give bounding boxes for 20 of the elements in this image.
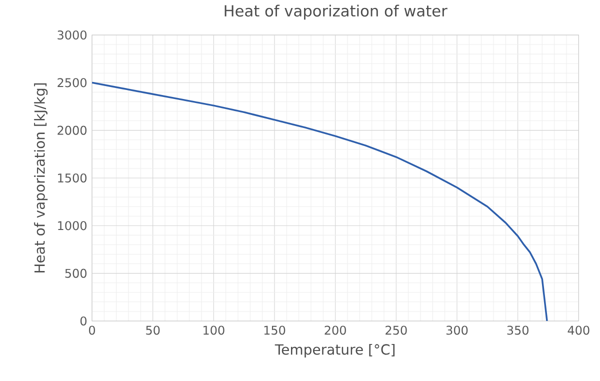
x-tick-label: 400: [568, 326, 590, 335]
x-tick-label: 300: [446, 326, 468, 335]
y-tick-label: 3000: [58, 30, 86, 40]
y-tick-label: 1000: [58, 221, 86, 230]
x-tick-label: 200: [324, 326, 346, 335]
y-tick-label: 500: [65, 268, 86, 278]
y-tick-label: 2500: [58, 78, 86, 88]
x-tick-label: 350: [507, 326, 528, 335]
x-axis-title: Temperature [°C]: [274, 344, 395, 358]
x-tick-label: 50: [146, 326, 160, 335]
chart-title: Heat of vaporization of water: [224, 4, 448, 20]
line-series: [92, 82, 548, 321]
y-tick-label: 0: [80, 316, 86, 326]
x-tick-label: 0: [88, 326, 96, 335]
x-tick-label: 100: [204, 326, 224, 335]
y-tick-label: 1500: [58, 173, 86, 183]
x-tick-label: 150: [264, 326, 286, 335]
y-axis-title: Heat of vaporization [kJ/kg]: [34, 83, 48, 272]
x-tick-label: 250: [386, 326, 407, 335]
y-tick-label: 2000: [58, 126, 86, 135]
